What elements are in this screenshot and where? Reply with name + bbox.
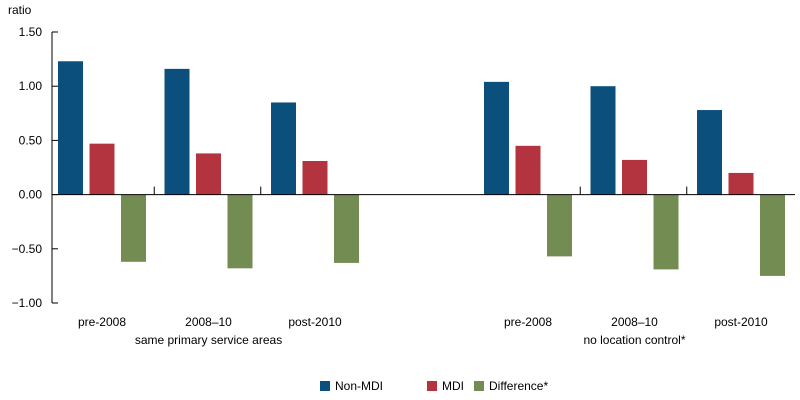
bar-non-mdi-4 — [590, 86, 616, 195]
y-axis: 1.50 1.00 0.50 0.00 −0.50 −1.00 — [12, 25, 58, 310]
bar-mdi-4 — [622, 159, 647, 195]
bar-mdi-0 — [89, 143, 115, 195]
x-category-label: post-2010 — [288, 315, 342, 329]
bar-difference-4 — [653, 194, 679, 270]
legend-label: Difference* — [489, 379, 548, 393]
x-category-label: pre-2008 — [504, 315, 552, 329]
bar-mdi-3 — [515, 145, 541, 195]
bar-difference-3 — [547, 194, 572, 257]
y-axis-title: ratio — [8, 3, 32, 17]
x-axis: pre-2008 2008–10 post-2010 same primary ser… — [52, 186, 795, 347]
bar-non-mdi-1 — [164, 68, 190, 195]
x-group-label: no location control* — [583, 333, 685, 347]
legend-label: MDI — [442, 379, 464, 393]
x-category-label: post-2010 — [714, 315, 768, 329]
bar-mdi-5 — [728, 172, 754, 195]
bar-non-mdi-2 — [271, 102, 296, 195]
bar-non-mdi-3 — [484, 81, 509, 195]
x-category-label: 2008–10 — [185, 315, 232, 329]
y-tick-label: 0.00 — [19, 188, 43, 202]
bar-mdi-2 — [302, 160, 328, 195]
legend-label: Non-MDI — [335, 379, 383, 393]
y-tick-label: 1.00 — [19, 79, 43, 93]
legend-swatch-1 — [427, 381, 437, 391]
x-group-label: same primary service areas — [135, 333, 282, 347]
y-tick-label: 0.50 — [19, 133, 43, 147]
y-tick-label: −1.00 — [12, 296, 43, 310]
bar-difference-1 — [227, 194, 253, 269]
legend-swatch-2 — [474, 381, 484, 391]
y-tick-label: −0.50 — [12, 242, 43, 256]
bar-non-mdi-5 — [697, 110, 722, 195]
legend-swatch-0 — [320, 381, 330, 391]
bar-mdi-1 — [196, 153, 221, 195]
bar-difference-5 — [760, 194, 785, 276]
bar-difference-2 — [334, 194, 359, 263]
x-category-label: 2008–10 — [611, 315, 658, 329]
bar-difference-0 — [121, 194, 146, 262]
bar-non-mdi-0 — [58, 61, 83, 195]
y-tick-label: 1.50 — [19, 25, 43, 39]
x-category-label: pre-2008 — [78, 315, 126, 329]
plot-area — [58, 61, 785, 276]
legend: Non-MDI MDI Difference* — [320, 379, 548, 393]
